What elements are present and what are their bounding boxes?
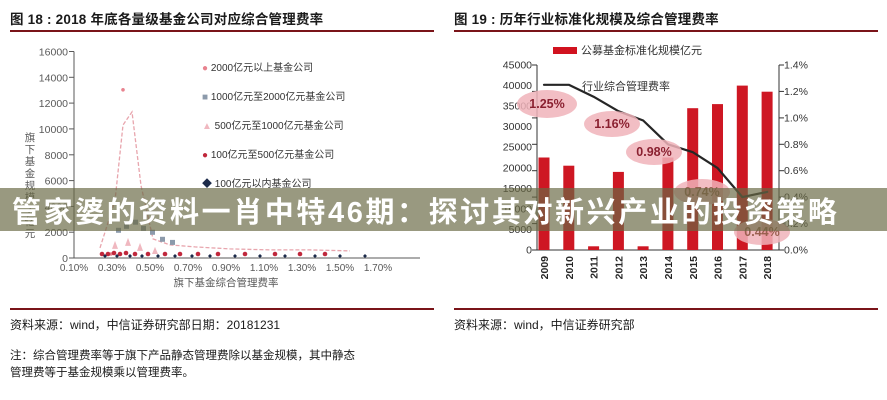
svg-text:8000: 8000 xyxy=(45,150,69,162)
svg-text:45000: 45000 xyxy=(503,60,532,72)
svg-text:0.30%: 0.30% xyxy=(98,263,126,274)
svg-text:1.0%: 1.0% xyxy=(784,112,808,124)
svg-text:20000: 20000 xyxy=(503,162,532,174)
svg-text:2016: 2016 xyxy=(713,256,725,280)
svg-text:0.50%: 0.50% xyxy=(136,263,164,274)
svg-text:1.50%: 1.50% xyxy=(326,263,354,274)
svg-text:0.10%: 0.10% xyxy=(60,263,88,274)
svg-text:1.10%: 1.10% xyxy=(250,263,278,274)
svg-text:2015: 2015 xyxy=(688,256,700,280)
svg-text:2011: 2011 xyxy=(589,256,601,279)
svg-text:2014: 2014 xyxy=(663,256,675,280)
svg-text:旗下基金综合管理费率: 旗下基金综合管理费率 xyxy=(174,276,279,289)
svg-text:2013: 2013 xyxy=(638,256,650,280)
svg-text:2017: 2017 xyxy=(737,256,749,280)
svg-text:6000: 6000 xyxy=(45,176,69,188)
svg-text:30000: 30000 xyxy=(503,121,532,133)
svg-text:0: 0 xyxy=(526,245,532,257)
svg-text:2018: 2018 xyxy=(762,256,774,280)
svg-text:0.8%: 0.8% xyxy=(784,139,808,151)
svg-text:1.2%: 1.2% xyxy=(784,86,808,98)
svg-text:10000: 10000 xyxy=(39,124,68,136)
svg-text:下: 下 xyxy=(25,144,36,156)
svg-text:14000: 14000 xyxy=(39,72,68,84)
svg-text:旗: 旗 xyxy=(25,131,36,144)
svg-text:2009: 2009 xyxy=(539,256,551,280)
svg-text:2012: 2012 xyxy=(613,256,625,280)
svg-text:1.25%: 1.25% xyxy=(529,97,564,111)
svg-text:0.6%: 0.6% xyxy=(784,165,808,177)
svg-text:0.98%: 0.98% xyxy=(636,145,671,159)
svg-text:0.70%: 0.70% xyxy=(174,263,202,274)
svg-text:0.90%: 0.90% xyxy=(212,263,240,274)
svg-text:12000: 12000 xyxy=(39,98,68,110)
svg-text:16000: 16000 xyxy=(39,47,68,59)
svg-text:1.70%: 1.70% xyxy=(364,263,392,274)
svg-text:2010: 2010 xyxy=(564,256,576,280)
svg-text:1.4%: 1.4% xyxy=(784,60,808,72)
svg-text:40000: 40000 xyxy=(503,80,532,92)
svg-text:金: 金 xyxy=(25,167,36,180)
svg-text:25000: 25000 xyxy=(503,142,532,154)
svg-text:0.0%: 0.0% xyxy=(784,245,808,257)
svg-text:1.16%: 1.16% xyxy=(594,117,629,131)
svg-text:1.30%: 1.30% xyxy=(288,263,316,274)
svg-text:基: 基 xyxy=(25,155,36,168)
